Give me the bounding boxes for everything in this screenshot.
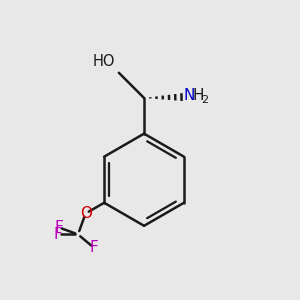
Text: N: N — [184, 88, 195, 104]
Text: 2: 2 — [201, 95, 208, 105]
Text: F: F — [89, 240, 98, 255]
Text: HO: HO — [93, 54, 115, 69]
Text: H: H — [193, 88, 204, 104]
Text: F: F — [55, 220, 63, 235]
Text: O: O — [80, 206, 92, 221]
Text: F: F — [53, 227, 62, 242]
